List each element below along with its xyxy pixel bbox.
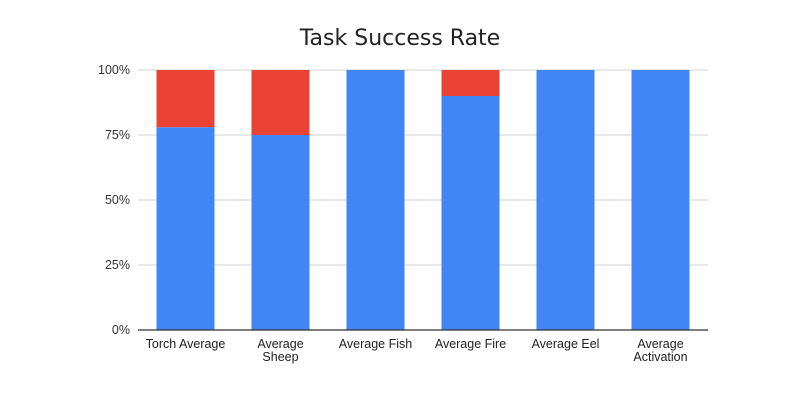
- chart-title: Task Success Rate: [299, 26, 501, 51]
- bar-segment-success: [251, 135, 310, 330]
- y-tick-label: 50%: [105, 193, 130, 207]
- bar-segment-success: [156, 127, 215, 330]
- bar-segment-failure: [156, 70, 215, 128]
- bar-segment-failure: [441, 70, 500, 96]
- x-category-label: Average Fire: [435, 337, 506, 351]
- x-category-label: Activation: [633, 350, 687, 364]
- bar-segment-success: [441, 96, 500, 330]
- x-category-label: Average Eel: [532, 337, 600, 351]
- y-tick-label: 25%: [105, 258, 130, 272]
- x-category-label: Average: [637, 337, 683, 351]
- bar-segment-success: [536, 70, 595, 330]
- x-category-label: Sheep: [262, 350, 298, 364]
- bar-segment-success: [631, 70, 690, 330]
- bar-segment-success: [346, 70, 405, 330]
- y-tick-label: 75%: [105, 128, 130, 142]
- bar-segment-failure: [251, 70, 310, 135]
- x-category-label: Average Fish: [339, 337, 412, 351]
- x-category-label: Average: [257, 337, 303, 351]
- y-tick-label: 0%: [112, 323, 130, 337]
- x-category-label: Torch Average: [146, 337, 226, 351]
- y-tick-label: 100%: [98, 63, 130, 77]
